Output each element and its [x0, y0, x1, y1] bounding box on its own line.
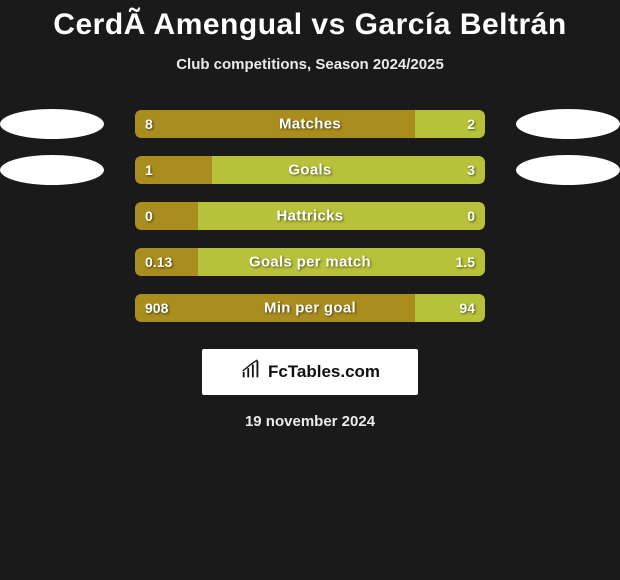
- stat-bar: Min per goal 908 94: [135, 294, 485, 322]
- stat-label: Goals: [288, 162, 331, 179]
- team-right-oval: [516, 109, 620, 139]
- team-right-oval: [516, 155, 620, 185]
- brand-text: FcTables.com: [268, 362, 380, 382]
- brand-badge[interactable]: FcTables.com: [202, 349, 418, 395]
- stat-value-right: 94: [459, 300, 475, 316]
- page-title: CerdÃ Amengual vs García Beltrán: [0, 0, 620, 42]
- stat-value-right: 3: [467, 162, 475, 178]
- team-left-oval: [0, 109, 104, 139]
- stat-value-left: 908: [145, 300, 168, 316]
- stat-label: Hattricks: [277, 208, 344, 225]
- stat-label: Matches: [279, 116, 341, 133]
- stat-value-left: 1: [145, 162, 153, 178]
- comparison-card: CerdÃ Amengual vs García Beltrán Club co…: [0, 0, 620, 580]
- stat-value-right: 0: [467, 208, 475, 224]
- bar-segment-left: [135, 110, 415, 138]
- stat-value-right: 1.5: [456, 254, 475, 270]
- stat-value-left: 8: [145, 116, 153, 132]
- stat-rows: Matches 8 2 Goals 1 3 Hattricks 0 0 Goals per mat…: [0, 101, 620, 331]
- stat-value-right: 2: [467, 116, 475, 132]
- stat-row: Matches 8 2: [0, 101, 620, 147]
- subtitle: Club competitions, Season 2024/2025: [0, 56, 620, 73]
- stat-bar: Matches 8 2: [135, 110, 485, 138]
- stat-value-left: 0: [145, 208, 153, 224]
- stat-bar: Hattricks 0 0: [135, 202, 485, 230]
- bars-icon: [240, 359, 262, 386]
- stat-row: Goals 1 3: [0, 147, 620, 193]
- stat-value-left: 0.13: [145, 254, 172, 270]
- stat-row: Goals per match 0.13 1.5: [0, 239, 620, 285]
- bar-segment-right: [212, 156, 485, 184]
- stat-label: Min per goal: [264, 300, 356, 317]
- stat-row: Hattricks 0 0: [0, 193, 620, 239]
- stat-label: Goals per match: [249, 254, 371, 271]
- team-left-oval: [0, 155, 104, 185]
- date-label: 19 november 2024: [0, 413, 620, 430]
- stat-bar: Goals per match 0.13 1.5: [135, 248, 485, 276]
- stat-bar: Goals 1 3: [135, 156, 485, 184]
- stat-row: Min per goal 908 94: [0, 285, 620, 331]
